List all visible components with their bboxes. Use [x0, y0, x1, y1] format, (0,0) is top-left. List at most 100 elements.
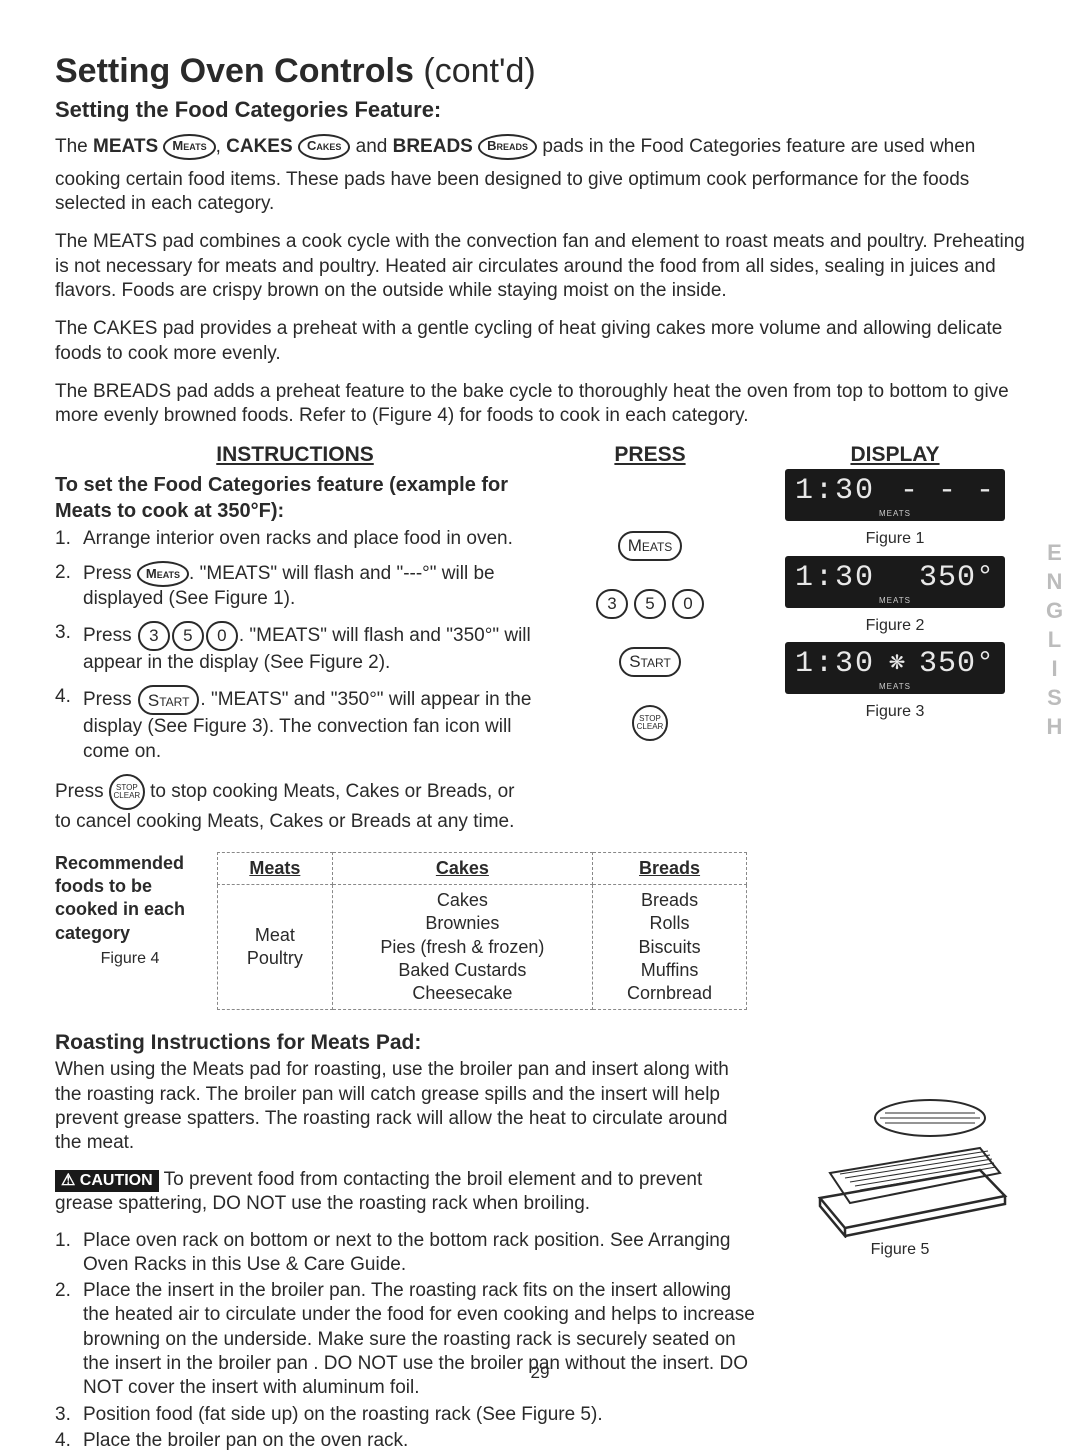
intro-mid2: and — [350, 136, 392, 157]
display-panel-1: 1:30 - - - MEATS — [785, 469, 1005, 521]
three-col: To set the Food Categories feature (exam… — [55, 469, 1025, 834]
disp-time: 1:30 — [795, 559, 875, 597]
breads-pad-icon: Breads — [478, 134, 537, 160]
para-meats-text: The MEATS pad combines a cook cycle with… — [55, 231, 1025, 301]
step-text: Arrange interior oven racks and place fo… — [83, 527, 535, 551]
table-row: Meat Poultry Cakes Brownies Pies (fresh … — [218, 885, 747, 1009]
digit-3-icon: 3 — [596, 589, 628, 619]
caution-para: CAUTION To prevent food from contacting … — [55, 1168, 755, 1217]
head-instructions: INSTRUCTIONS — [216, 443, 374, 466]
cakes-bold: CAKES — [226, 136, 293, 157]
rstep-3: 3.Position food (fat side up) on the roa… — [55, 1403, 755, 1427]
intro-suffix: pads in the Food Categories feature are … — [542, 136, 975, 157]
step-4: 4.Press Start. "MEATS" and "350°" will a… — [55, 685, 535, 764]
stop-clear-icon: STOPCLEAR — [632, 705, 668, 741]
intro-line: The MEATS Meats, CAKES Cakes and BREADS … — [55, 134, 1025, 160]
disp-temp: 350° — [919, 559, 995, 597]
figure-4-caption: Figure 4 — [55, 949, 205, 969]
meats-pad-icon: Meats — [163, 134, 215, 160]
disp-meats-label: MEATS — [879, 596, 911, 606]
intro-mid1: , — [216, 136, 227, 157]
disp-meats-label: MEATS — [879, 682, 911, 692]
cakes-pad-icon: Cakes — [298, 134, 350, 160]
figure-1-caption: Figure 1 — [866, 529, 925, 549]
para-meats: The MEATS pad combines a cook cycle with… — [55, 230, 1025, 303]
disp-time: 1:30 — [795, 645, 875, 683]
roast-steps: 1.Place oven rack on bottom or next to t… — [55, 1229, 755, 1454]
para-cakes: The CAKES pad provides a preheat with a … — [55, 317, 1025, 366]
figure-5-caption: Figure 5 — [871, 1240, 930, 1260]
display-col: 1:30 - - - MEATS Figure 1 1:30 350° MEAT… — [765, 469, 1025, 834]
step-num: 1. — [55, 527, 83, 551]
start-pad-icon: Start — [619, 647, 681, 677]
table-row: Meats Cakes Breads — [218, 853, 747, 885]
fan-icon: ❋ — [889, 652, 906, 678]
step-3: 3.Press 350. "MEATS" will flash and "350… — [55, 621, 535, 675]
intro-para2: cooking certain food items. These pads h… — [55, 168, 1025, 217]
step-num: 1. — [55, 1229, 83, 1278]
cell-cakes: Cakes Brownies Pies (fresh & frozen) Bak… — [332, 885, 592, 1009]
disp-temp: - - - — [900, 472, 995, 510]
step-1: 1.Arrange interior oven racks and place … — [55, 527, 535, 551]
digit-3-icon: 3 — [138, 621, 170, 651]
roast-block: When using the Meats pad for roasting, u… — [55, 1058, 1025, 1455]
title-main: Setting Oven Controls — [55, 52, 414, 90]
step-text: Position food (fat side up) on the roast… — [83, 1403, 755, 1427]
disp-temp: 350° — [919, 645, 995, 683]
digit-0-icon: 0 — [206, 621, 238, 651]
col-breads: Breads — [593, 853, 747, 885]
example-head: To set the Food Categories feature (exam… — [55, 473, 535, 524]
display-panel-3: 1:30 ❋ 350° MEATS — [785, 642, 1005, 694]
intro-prefix: The — [55, 136, 93, 157]
language-side-label: ENGLISH — [1040, 540, 1068, 743]
para-breads: The BREADS pad adds a preheat feature to… — [55, 380, 1025, 429]
step-num: 3. — [55, 1403, 83, 1427]
step-text: Press 350. "MEATS" will flash and "350°"… — [83, 621, 535, 675]
s3a: Press — [83, 625, 137, 646]
rstep-1: 1.Place oven rack on bottom or next to t… — [55, 1229, 755, 1278]
foods-left-text: Recommended foods to be cooked in each c… — [55, 853, 185, 942]
stop2: CLEAR — [637, 723, 664, 731]
breads-bold: BREADS — [393, 136, 473, 157]
step-num: 2. — [55, 1279, 83, 1401]
disp-time: 1:30 — [795, 472, 875, 510]
stop2: CLEAR — [114, 792, 141, 800]
step-text: Place the insert in the broiler pan. The… — [83, 1279, 755, 1401]
digit-5-icon: 5 — [634, 589, 666, 619]
step-text: Press Meats. "MEATS" will flash and "---… — [83, 561, 535, 611]
step-num: 4. — [55, 1429, 83, 1453]
cell-breads: Breads Rolls Biscuits Muffins Cornbread — [593, 885, 747, 1009]
meats-pad-icon: Meats — [137, 561, 189, 587]
col-meats: Meats — [218, 853, 333, 885]
head-press: PRESS — [614, 443, 685, 466]
meats-pad-icon: Meats — [618, 531, 683, 561]
title-contd: (cont'd) — [414, 52, 536, 90]
step-2: 2.Press Meats. "MEATS" will flash and "-… — [55, 561, 535, 611]
instructions-col: To set the Food Categories feature (exam… — [55, 469, 535, 834]
meats-bold: MEATS — [93, 136, 158, 157]
step-num: 4. — [55, 685, 83, 764]
step-text: Place the broiler pan on the oven rack. — [83, 1429, 755, 1453]
digit-5-icon: 5 — [172, 621, 204, 651]
digits-row: 3 5 0 — [595, 589, 705, 619]
rstep-4: 4.Place the broiler pan on the oven rack… — [55, 1429, 755, 1453]
disp-meats-label: MEATS — [879, 509, 911, 519]
para-breads-text: The BREADS pad adds a preheat feature to… — [55, 381, 1009, 426]
step-num: 2. — [55, 561, 83, 611]
s4a: Press — [83, 690, 137, 711]
figure-2-caption: Figure 2 — [866, 616, 925, 636]
page-title: Setting Oven Controls (cont'd) — [55, 50, 1025, 94]
rstep-2: 2.Place the insert in the broiler pan. T… — [55, 1279, 755, 1401]
roast-para: When using the Meats pad for roasting, u… — [55, 1058, 755, 1155]
roast-head: Roasting Instructions for Meats Pad: — [55, 1030, 1025, 1057]
start-pad-icon: Start — [138, 685, 200, 715]
cell-meats: Meat Poultry — [218, 885, 333, 1009]
col-cakes: Cakes — [332, 853, 592, 885]
broiler-pan-icon — [790, 1078, 1010, 1238]
stop-line: Press STOPCLEAR to stop cooking Meats, C… — [55, 774, 535, 834]
foods-block: Recommended foods to be cooked in each c… — [55, 852, 1025, 1009]
roast-left: When using the Meats pad for roasting, u… — [55, 1058, 755, 1455]
page-number: 29 — [531, 1362, 550, 1384]
step-text: Place oven rack on bottom or next to the… — [83, 1229, 755, 1278]
press-col: Meats 3 5 0 Start STOPCLEAR — [535, 469, 765, 834]
